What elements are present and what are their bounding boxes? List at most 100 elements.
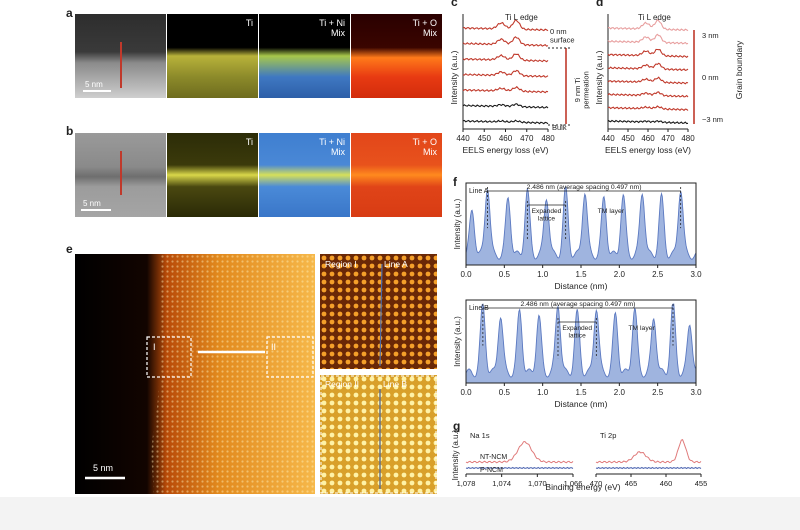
panel-c-series-2 bbox=[462, 53, 549, 63]
panel-a-stem-image: 5 nm bbox=[75, 14, 166, 98]
panel-f-1-expanded-label: Expanded lattice bbox=[562, 325, 592, 339]
panel-d-series-6 bbox=[607, 105, 689, 112]
panel-b-ti-map: Ti bbox=[167, 133, 258, 217]
panel-f-letter: f bbox=[453, 175, 458, 189]
panel-b-scale-text: 5 nm bbox=[83, 199, 101, 208]
panel-f-0-tick-label-6: 3.0 bbox=[690, 270, 702, 279]
panel-c-series-5 bbox=[462, 103, 549, 109]
box-label-i: I bbox=[153, 342, 156, 352]
panel-g-na-label: Na 1s bbox=[470, 431, 490, 440]
panel-b-ti-ni-map: Ti + Ni Mix bbox=[259, 133, 350, 217]
panel-d-xlabel: EELS energy loss (eV) bbox=[605, 145, 691, 155]
panel-d-tick-label-2: 460 bbox=[641, 134, 655, 143]
panel-b-stem-image: 5 nm bbox=[75, 133, 166, 217]
panel-d-series-7 bbox=[607, 119, 689, 125]
region-i-box bbox=[146, 336, 192, 378]
panel-g-ti-ntncm-line bbox=[595, 438, 702, 464]
panel-f-1-tick-label-3: 1.5 bbox=[575, 388, 587, 397]
panel-g-letter: g bbox=[453, 419, 460, 433]
panel-d-series-5 bbox=[607, 91, 689, 98]
panel-f-1-xlabel: Distance (nm) bbox=[555, 399, 608, 409]
panel-c-tick-label-0: 440 bbox=[456, 134, 470, 143]
panel-g-ti-pncm-line bbox=[595, 466, 702, 470]
panel-c-annotation-bulk: Bulk bbox=[552, 123, 567, 132]
panel-c-series-6 bbox=[462, 119, 549, 125]
panel-c-series-3 bbox=[462, 69, 549, 78]
line-a-marker bbox=[379, 263, 383, 367]
panel-g-xlabel: Binding energy (eV) bbox=[545, 482, 620, 492]
panel-b-scale-bar bbox=[81, 209, 111, 211]
panel-g-ylabel: Intensity (a.u.) bbox=[451, 429, 460, 480]
panel-d-tick-label-0: 440 bbox=[601, 134, 615, 143]
panel-e-haadf-image: I II 5 nm bbox=[75, 254, 315, 494]
panel-f-0-line-label: Line A bbox=[469, 188, 489, 195]
panel-g-na-tick-label-1: 1,074 bbox=[492, 479, 511, 488]
panel-f-1-line-label: Line B bbox=[469, 305, 489, 312]
region-ii-box bbox=[266, 336, 314, 378]
panel-a-ti-ni-label: Ti + Ni Mix bbox=[319, 18, 345, 38]
panel-f-1-profile bbox=[465, 303, 697, 384]
panel-g-ti-tick-label-2: 460 bbox=[660, 479, 673, 488]
panel-f-1-tick-label-0: 0.0 bbox=[460, 388, 472, 397]
panel-f-0-expanded-label: Expanded lattice bbox=[532, 208, 562, 222]
panel-f-0-tick-label-2: 1.0 bbox=[537, 270, 549, 279]
panel-c-letter: c bbox=[451, 0, 458, 9]
panel-a-ti-o-map: Ti + O Mix bbox=[351, 14, 442, 98]
panel-b-scan-arrow bbox=[120, 151, 122, 195]
panel-c-annotation-permeation: 9 nm Tipermeation bbox=[573, 71, 590, 109]
panel-e-letter: e bbox=[66, 242, 73, 256]
page-footer bbox=[0, 497, 800, 530]
panel-d-annotation-0nm: 0 nm bbox=[702, 73, 719, 82]
panel-b-letter: b bbox=[66, 124, 74, 138]
panel-c-tick-label-1: 450 bbox=[478, 134, 492, 143]
panel-a-ti-map: Ti bbox=[167, 14, 258, 98]
panel-d-series-0 bbox=[608, 18, 689, 32]
panel-c-tick-label-4: 480 bbox=[541, 134, 555, 143]
panel-d-tick-label-1: 450 bbox=[621, 134, 635, 143]
panel-d-annotation-3nm: 3 nm bbox=[702, 31, 719, 40]
panel-f-1-tick-label-1: 0.5 bbox=[499, 388, 511, 397]
panel-a-ti-o-label: Ti + O Mix bbox=[412, 18, 437, 38]
panel-c-tick-label-2: 460 bbox=[499, 134, 513, 143]
panel-f-1-tick-label-5: 2.5 bbox=[652, 388, 664, 397]
panel-a-ti-label: Ti bbox=[245, 18, 253, 28]
panel-f-0-profile bbox=[465, 185, 697, 266]
panel-a-scan-arrow bbox=[120, 42, 122, 88]
panel-g-series-ntncm: NT-NCM bbox=[480, 454, 507, 461]
panel-c-annotation-surface: 0 nm surface bbox=[550, 27, 575, 44]
panel-f-0-tick-label-3: 1.5 bbox=[575, 270, 587, 279]
panel-f-1-tm-label: TM layer bbox=[628, 325, 655, 332]
panel-d-series-3 bbox=[607, 62, 689, 72]
panel-f-1-span-label: 2.486 nm (average spacing 0.497 nm) bbox=[520, 301, 635, 308]
panel-g-series-pncm: P-NCM bbox=[480, 467, 503, 474]
panel-a-letter: a bbox=[66, 6, 73, 20]
panel-f-0-span-label: 2.486 nm (average spacing 0.497 nm) bbox=[527, 184, 642, 191]
panel-c-series-4 bbox=[462, 85, 549, 94]
panel-b-ti-label: Ti bbox=[245, 137, 253, 147]
panel-d-ylabel: Intensity (a.u.) bbox=[594, 50, 604, 104]
panel-c-series-0 bbox=[463, 18, 549, 32]
panel-c-tick-label-3: 470 bbox=[520, 134, 534, 143]
panel-f-1-tick-label-4: 2.0 bbox=[614, 388, 626, 397]
panel-d-letter: d bbox=[596, 0, 603, 9]
panel-g-ti-tick-label-0: 470 bbox=[590, 479, 603, 488]
panel-f-1-tick-label-6: 3.0 bbox=[690, 388, 702, 397]
panel-d-tick-label-3: 470 bbox=[661, 134, 675, 143]
line-a-label: Line A bbox=[384, 259, 408, 269]
panel-g-na-tick-label-3: 1,066 bbox=[564, 479, 583, 488]
panel-e-scale-text: 5 nm bbox=[93, 463, 113, 473]
panel-a-ti-ni-map: Ti + Ni Mix bbox=[259, 14, 350, 98]
panel-f-0-tm-label: TM layer bbox=[598, 208, 625, 215]
panel-d-title: Ti L edge bbox=[638, 13, 671, 22]
region-ii-image: Region II Line B bbox=[320, 375, 437, 494]
panel-g-ti-label: Ti 2p bbox=[600, 431, 616, 440]
panel-b-ti-o-label: Ti + O Mix bbox=[412, 137, 437, 157]
panel-c-series-1 bbox=[462, 36, 549, 47]
panel-d-annotation-minus3nm: −3 nm bbox=[702, 115, 723, 124]
panel-g-ti-tick-label-3: 455 bbox=[695, 479, 708, 488]
panel-f-0-xlabel: Distance (nm) bbox=[555, 281, 608, 291]
panel-d-series-4 bbox=[607, 76, 689, 85]
panel-d-series-1 bbox=[607, 33, 689, 45]
panel-f-0-tick-label-4: 2.0 bbox=[614, 270, 626, 279]
